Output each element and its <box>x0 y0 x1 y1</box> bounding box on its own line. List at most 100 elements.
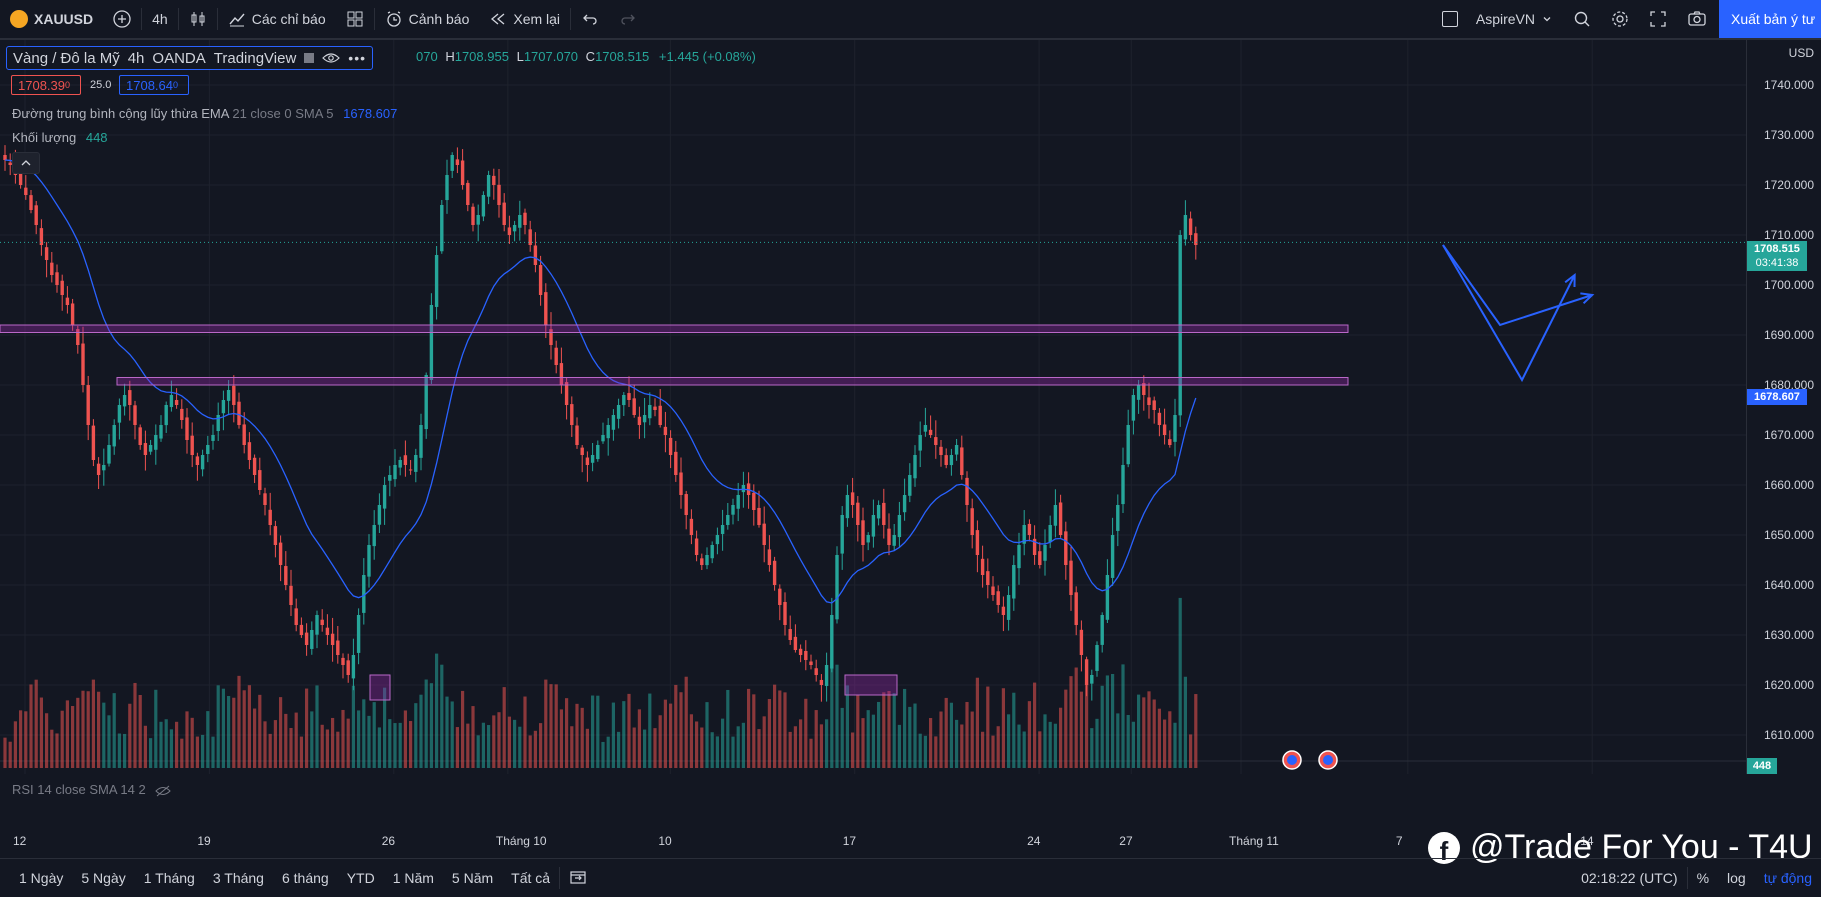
candle-body <box>923 425 928 432</box>
symbol-search-button[interactable]: XAUUSD <box>0 0 103 38</box>
candle-body <box>310 630 314 649</box>
candle-body <box>731 505 735 515</box>
range-3m-button[interactable]: 3 Tháng <box>212 870 264 886</box>
volume-bar <box>752 694 756 768</box>
candle-body <box>86 385 90 425</box>
alert-button[interactable]: Cảnh báo <box>375 0 480 38</box>
candle-body <box>622 395 626 406</box>
redo-button[interactable] <box>609 0 647 38</box>
volume-bar <box>133 682 137 768</box>
volume-bar <box>1064 689 1068 768</box>
legend-interval: 4h <box>127 49 145 67</box>
volume-bar <box>622 701 626 768</box>
eye-off-icon[interactable] <box>155 785 172 797</box>
candle-body <box>247 442 252 460</box>
candle-body <box>986 571 990 585</box>
log-scale-toggle[interactable]: log <box>1727 870 1746 886</box>
range-ytd-button[interactable]: YTD <box>346 870 375 886</box>
volume-label: Khối lượng <box>12 130 77 145</box>
price-axis[interactable]: USD 1610.000 1620.000 1630.000 1640.000 1650… <box>1746 40 1821 774</box>
ema-legend[interactable]: Đường trung bình cộng lũy thừa EMA 21 cl… <box>12 106 397 121</box>
flag-icon[interactable] <box>304 53 315 63</box>
chart-type-button[interactable] <box>179 0 217 38</box>
volume-bar <box>705 702 709 768</box>
candle-body <box>81 343 85 385</box>
volume-bar <box>1126 714 1130 768</box>
ema-line <box>4 159 1197 604</box>
range-5d-button[interactable]: 5 Ngày <box>81 870 126 886</box>
volume-bar <box>731 736 735 768</box>
volume-bar <box>518 726 522 768</box>
publish-idea-button[interactable]: Xuất bản ý tư <box>1719 0 1821 38</box>
volume-bar <box>242 690 246 768</box>
range-5y-button[interactable]: 5 Năm <box>451 870 494 886</box>
volume-bar <box>653 728 657 768</box>
candle-body <box>96 463 101 475</box>
search-button[interactable] <box>1563 0 1601 38</box>
volume-bar <box>138 694 142 768</box>
sell-price-button[interactable]: 1708.39 0 <box>11 75 81 95</box>
indicators-button[interactable]: Các chỉ báo <box>218 0 336 38</box>
symbol-legend[interactable]: Vàng / Đô la Mỹ 4h OANDA TradingView ••• <box>6 46 374 70</box>
range-1y-button[interactable]: 1 Năm <box>392 870 434 886</box>
currency-label[interactable]: USD <box>1788 46 1814 60</box>
price-tick-label: 1620.000 <box>1763 678 1814 692</box>
candle-body <box>648 405 652 419</box>
time-axis[interactable]: 12 19 26 Tháng 10 10 17 24 27 Tháng 11 7 14 <box>0 826 1746 856</box>
undo-button[interactable] <box>571 0 609 38</box>
range-1d-button[interactable]: 1 Ngày <box>19 870 64 886</box>
candle-body <box>70 303 75 325</box>
settings-button[interactable] <box>1601 0 1639 38</box>
templates-button[interactable] <box>336 0 374 38</box>
auto-scale-toggle[interactable]: tự động <box>1763 870 1812 886</box>
fullscreen-button[interactable] <box>1639 0 1677 38</box>
volume-bar <box>825 719 829 768</box>
volume-bar <box>247 685 251 768</box>
range-6m-button[interactable]: 6 tháng <box>281 870 329 886</box>
timezone-clock[interactable]: 02:18:22 (UTC) <box>1581 870 1678 886</box>
volume-bar <box>393 723 397 768</box>
more-icon[interactable]: ••• <box>348 50 367 66</box>
buy-price-button[interactable]: 1708.64 0 <box>119 75 189 95</box>
volume-bar <box>970 711 974 768</box>
collapse-legend-button[interactable] <box>12 152 40 174</box>
replay-button[interactable]: Xem lại <box>479 0 570 38</box>
volume-bar <box>227 696 231 768</box>
volume-bar <box>721 718 725 768</box>
volume-bar <box>715 736 719 768</box>
volume-bar <box>419 694 423 768</box>
undo-icon <box>583 14 597 25</box>
layout-button[interactable]: AspireVN <box>1432 0 1563 38</box>
range-1m-button[interactable]: 1 Tháng <box>143 870 195 886</box>
candle-body <box>710 545 714 559</box>
percent-scale-toggle[interactable]: % <box>1696 870 1710 886</box>
price-tick-label: 1730.000 <box>1763 128 1814 142</box>
price-chart[interactable] <box>0 40 1746 774</box>
interval-button[interactable]: 4h <box>142 0 178 38</box>
candle-body <box>824 665 829 686</box>
compare-add-button[interactable] <box>103 0 141 38</box>
candle-body <box>497 184 501 205</box>
volume-bar <box>1168 711 1172 768</box>
range-all-button[interactable]: Tất cả <box>511 870 551 886</box>
candle-body <box>3 155 7 160</box>
volume-bar <box>559 709 563 768</box>
candle-body <box>34 205 38 225</box>
candle-body <box>1100 615 1104 645</box>
volume-bar <box>1027 701 1031 768</box>
spread-value: 25.0 <box>84 75 116 95</box>
rsi-legend[interactable]: RSI 14 close SMA 14 2 <box>12 782 172 797</box>
volume-legend[interactable]: Khối lượng 448 <box>12 130 108 145</box>
goto-date-button[interactable] <box>560 869 596 888</box>
candle-body <box>76 329 80 345</box>
snapshot-button[interactable] <box>1677 0 1717 38</box>
candle-body <box>1136 385 1141 400</box>
symbol-label: XAUUSD <box>34 11 94 27</box>
volume-bar <box>1189 734 1193 768</box>
candle-body <box>1095 645 1099 671</box>
candle-body <box>533 245 538 265</box>
ohlc-values: 070 H1708.955 L1707.070 C1708.515 +1.445… <box>416 49 756 64</box>
eye-icon[interactable] <box>322 52 341 64</box>
candle-body <box>949 455 954 466</box>
volume-bar <box>294 712 298 768</box>
